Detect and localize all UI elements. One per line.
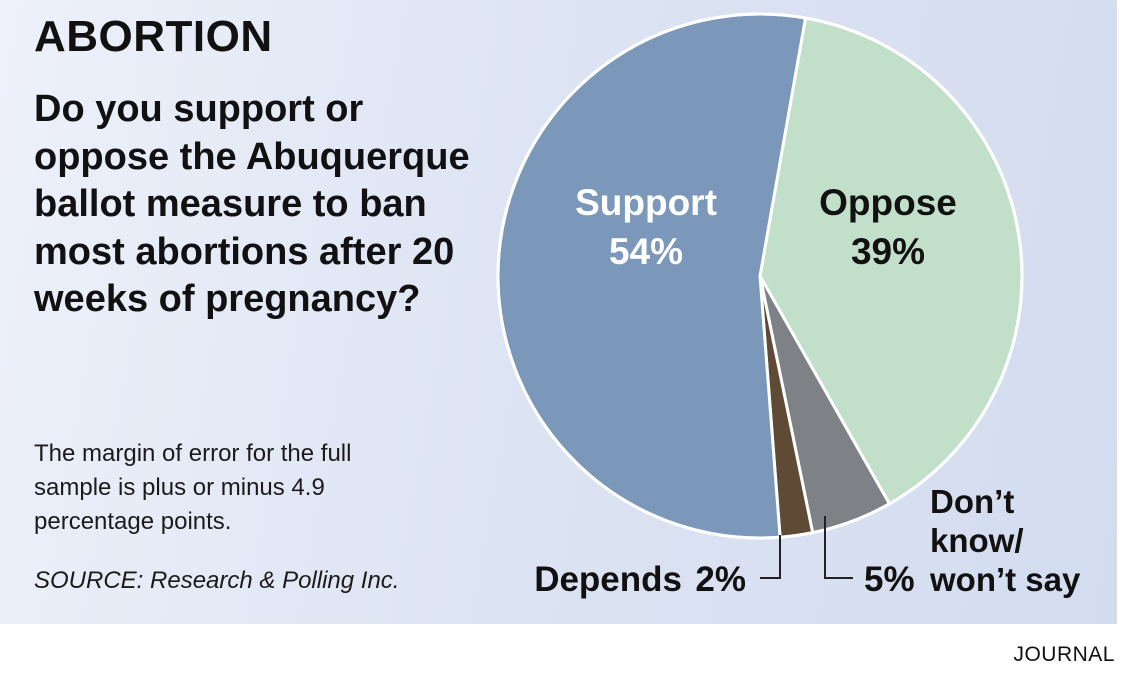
slice-label-oppose: Oppose xyxy=(819,182,957,223)
leader-line-depends xyxy=(760,535,781,579)
slice-value-oppose: 39% xyxy=(851,231,925,272)
slice-label-dont-know-line2: know/ xyxy=(930,522,1024,559)
pie-slices xyxy=(496,12,1024,540)
slice-label-support: Support xyxy=(575,182,717,223)
publisher-credit: JOURNAL xyxy=(1013,643,1115,666)
leader-line-dont-know xyxy=(824,516,853,579)
question-text: Do you support or oppose the Abuquerque … xyxy=(34,88,470,320)
pie-slice-support xyxy=(496,12,807,540)
source-line: SOURCE: Research & Polling Inc. xyxy=(34,567,400,594)
slice-value-depends: 2% xyxy=(695,560,746,599)
slice-label-dont-know-line1: Don’t xyxy=(930,483,1014,520)
margin-of-error-note: The margin of error for the full sample … xyxy=(34,440,352,535)
kicker-heading: ABORTION xyxy=(34,12,273,61)
slice-value-dont-know: 5% xyxy=(864,560,915,599)
pie-outline xyxy=(496,12,1024,540)
slice-label-dont-know-line3: won’t say xyxy=(929,561,1081,598)
slice-value-support: 54% xyxy=(609,231,683,272)
slice-label-depends: Depends xyxy=(534,560,682,599)
